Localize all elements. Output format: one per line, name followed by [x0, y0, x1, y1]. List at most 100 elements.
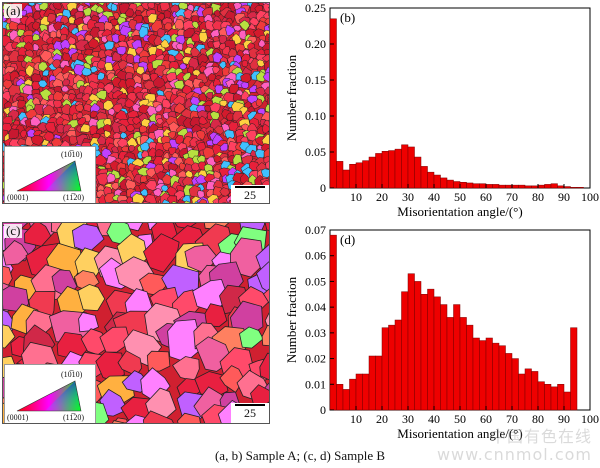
- ipf-triangle-c: [16, 380, 82, 412]
- bar-d-13: [414, 281, 422, 411]
- bar-d-20: [459, 317, 467, 411]
- ipf-legend-c: (10̅10) (0001) (11̅20): [4, 364, 96, 423]
- bar-b-7: [375, 153, 383, 189]
- xtick-label-d-8: 90: [558, 412, 570, 426]
- bar-d-1: [336, 384, 344, 411]
- legend-right-label-a: (11̅20): [63, 193, 85, 202]
- bar-b-31: [531, 185, 539, 189]
- bar-b-25: [492, 184, 500, 189]
- bar-d-15: [427, 288, 435, 411]
- scale-bar-c: 25 μm: [231, 403, 269, 423]
- legend-left-label-c: (0001): [7, 413, 29, 422]
- xtick-label-d-6: 70: [506, 412, 518, 426]
- xtick-label-d-4: 50: [454, 412, 466, 426]
- legend-top-label-c: (10̅10): [61, 370, 83, 379]
- ytick-label-b-5: 0.25: [305, 1, 326, 15]
- ytick-label-b-3: 0.15: [305, 73, 326, 87]
- xtick-label-d-9: 100: [581, 412, 599, 426]
- bar-b-21: [466, 182, 474, 189]
- bar-d-10: [394, 319, 402, 411]
- bar-d-24: [485, 337, 493, 411]
- ytick-label-d-3: 0.03: [305, 326, 326, 340]
- bar-b-6: [368, 156, 376, 189]
- watermark-line2: www.cnnmol.com: [436, 445, 592, 464]
- scale-bar-text-a: 25 μm: [242, 188, 258, 204]
- panel-label-d: (d): [340, 232, 355, 247]
- bar-d-9: [388, 324, 396, 411]
- bar-b-36: [563, 186, 571, 189]
- bar-b-24: [485, 184, 493, 189]
- bar-d-7: [375, 355, 383, 411]
- bar-d-4: [355, 373, 363, 411]
- ytick-label-d-2: 0.02: [305, 352, 326, 366]
- xtick-label-b-4: 50: [454, 190, 466, 204]
- bar-d-5: [362, 373, 370, 411]
- ipf-legend-a: (10̅10) (0001) (11̅20): [4, 146, 96, 203]
- y-axis-label-b: Number fraction: [284, 54, 299, 141]
- bar-d-31: [531, 371, 539, 411]
- bar-b-14: [420, 166, 428, 189]
- bar-b-22: [472, 183, 480, 189]
- xtick-label-b-7: 80: [532, 190, 544, 204]
- bar-b-15: [427, 171, 435, 189]
- bar-b-37: [570, 187, 578, 189]
- bar-b-28: [511, 184, 519, 189]
- histogram-d: 10 20 30 40 50 60 70 80 90 100 0 0.01 0.02 0.03 0.04 0.…: [274, 222, 600, 444]
- bar-d-37: [570, 327, 578, 411]
- xtick-label-b-9: 100: [581, 190, 599, 204]
- bar-b-2: [342, 169, 350, 189]
- bar-b-35: [557, 185, 565, 189]
- bar-d-16: [433, 296, 441, 411]
- bar-d-30: [524, 368, 532, 411]
- bar-d-33: [544, 384, 552, 411]
- ytick-label-b-0: 0: [320, 181, 326, 195]
- bar-b-30: [524, 185, 532, 189]
- bar-d-35: [557, 384, 565, 411]
- watermark-line1: 中国有色在线: [489, 427, 592, 446]
- ipf-triangle-a: [16, 160, 82, 192]
- xtick-label-d-2: 30: [402, 412, 414, 426]
- bar-d-8: [381, 327, 389, 411]
- ytick-label-d-1: 0.01: [305, 377, 326, 391]
- bar-b-27: [505, 184, 513, 189]
- legend-right-label-c: (11̅20): [63, 413, 85, 422]
- bar-d-28: [511, 358, 519, 411]
- bar-b-16: [433, 174, 441, 189]
- bar-d-29: [518, 373, 526, 411]
- bar-d-3: [349, 378, 357, 411]
- bar-b-19: [453, 181, 461, 189]
- bar-b-3: [349, 163, 357, 189]
- xtick-label-b-2: 30: [402, 190, 414, 204]
- bar-d-26: [498, 345, 506, 411]
- xtick-label-d-5: 60: [480, 412, 492, 426]
- scale-bar-line-c: [235, 404, 265, 406]
- histogram-b: 10 20 30 40 50 60 70 80 90 100 0 0.05 0.10 0.15 0.20 0.…: [274, 0, 600, 222]
- bar-d-14: [420, 294, 428, 411]
- ytick-label-d-0: 0: [320, 403, 326, 417]
- ytick-label-d-4: 0.04: [305, 300, 326, 314]
- bar-d-36: [563, 391, 571, 411]
- ebsd-map-a: (a) (10̅10) (0001) (11̅20) 25 μm: [2, 2, 270, 204]
- bar-d-32: [537, 381, 545, 411]
- bar-b-12: [407, 146, 415, 189]
- scale-bar-a: 25 μm: [231, 185, 269, 204]
- legend-left-label-a: (0001): [7, 193, 29, 202]
- bar-b-18: [446, 179, 454, 189]
- xtick-label-d-7: 80: [532, 412, 544, 426]
- x-axis-label-b: Misorientation angle/(°): [397, 204, 522, 219]
- xtick-label-b-6: 70: [506, 190, 518, 204]
- xtick-label-b-3: 40: [428, 190, 440, 204]
- bar-b-38: [576, 187, 584, 189]
- bar-b-17: [440, 177, 448, 189]
- bar-b-13: [414, 156, 422, 189]
- bar-d-25: [492, 342, 500, 411]
- xtick-label-b-5: 60: [480, 190, 492, 204]
- xtick-label-b-1: 20: [376, 190, 388, 204]
- bar-b-33: [544, 184, 552, 189]
- bar-b-23: [479, 183, 487, 189]
- legend-top-label-a: (10̅10): [61, 150, 83, 159]
- panel-label-b: (b): [340, 10, 355, 25]
- bar-b-20: [459, 181, 467, 189]
- ytick-label-b-4: 0.20: [305, 37, 326, 51]
- ebsd-grain-image-a: [3, 3, 269, 203]
